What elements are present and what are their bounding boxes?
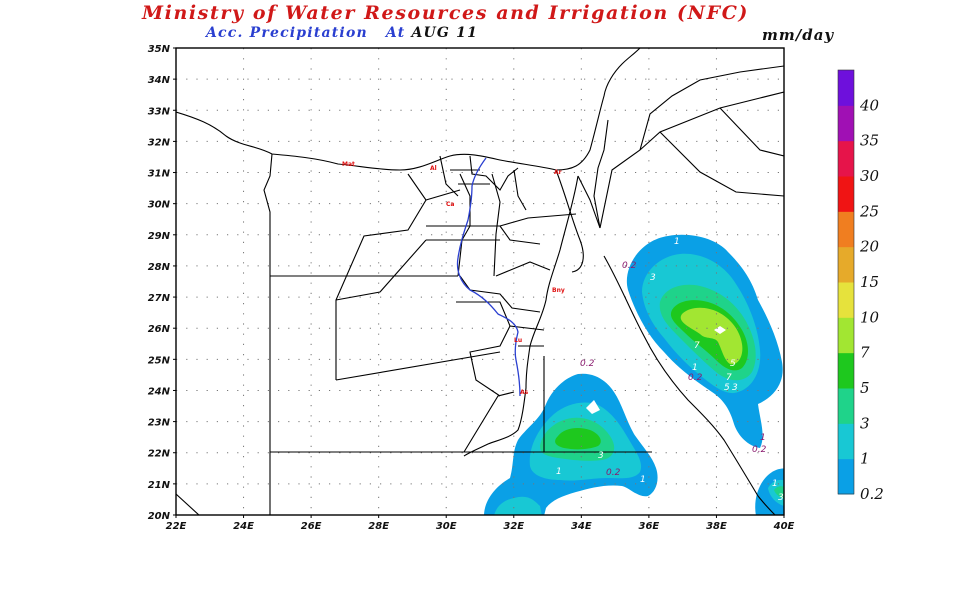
contour-label: 3 — [650, 273, 656, 283]
colorbar-swatch — [838, 388, 854, 424]
city-label: Lu — [514, 337, 522, 344]
colorbar-swatch — [838, 211, 854, 248]
contour-label: 5 — [730, 359, 736, 369]
page-title: Ministry of Water Resources and Irrigati… — [142, 2, 750, 24]
colorbar-level-label: 3 — [860, 414, 870, 432]
map-subtitle: Acc. Precipitation At AUG 11 — [206, 25, 478, 41]
contour-label: 3 — [598, 451, 604, 461]
city-markers: Mat Al Ar Ca Bny Lu As — [342, 161, 565, 396]
longitude-label: 32E — [503, 521, 524, 532]
latitude-label: 21N — [148, 480, 171, 491]
colorbar-swatch — [838, 246, 854, 283]
rain-area-3mm — [774, 486, 784, 499]
city-label: Ca — [446, 201, 454, 208]
contour-label: 0.2 — [622, 261, 637, 271]
longitude-label: 40E — [773, 521, 795, 532]
colorbar-level-label: 15 — [860, 273, 879, 291]
longitude-label: 28E — [368, 521, 389, 532]
rain-area-1mm — [494, 496, 542, 515]
latitude-labels: 35N 34N 33N 32N 31N 30N 29N 28N 27N 26N 25N 24N 23N 2… — [148, 44, 176, 522]
latitude-label: 31N — [148, 169, 171, 180]
colorbar-level-label: 20 — [859, 238, 880, 256]
colorbar-swatch — [838, 423, 854, 460]
contour-label: 1 — [640, 475, 646, 485]
latitude-label: 23N — [148, 418, 171, 429]
contour-labels: 1 3 0.2 7 5 1 0.2 7 5 3 1 0.2 0.2 3 1 0.… — [556, 237, 784, 503]
colorbar-swatch — [838, 70, 854, 106]
contour-label: 1 — [674, 237, 680, 247]
contour-label: 1 — [772, 479, 778, 489]
colorbar-level-label: 25 — [859, 202, 879, 220]
contour-label: 1 — [556, 467, 562, 477]
latitude-label: 30N — [148, 200, 171, 211]
longitude-labels: 22E 24E 26E 28E 30E 32E 34E 36E 38E 40E — [166, 515, 795, 532]
nile-river — [456, 157, 521, 397]
latitude-label: 24N — [148, 386, 171, 397]
latitude-label: 29N — [148, 231, 171, 242]
map-frame — [175, 47, 785, 516]
subtitle-at: At — [385, 25, 406, 41]
colorbar-swatch — [838, 352, 854, 389]
contour-label: 0.2 — [580, 359, 595, 369]
contour-label: 1 — [692, 363, 698, 373]
city-label: Ar — [554, 169, 562, 176]
latitude-label: 20N — [148, 511, 171, 522]
longitude-label: 22E — [166, 521, 187, 532]
subtitle-date: AUG 11 — [411, 25, 479, 41]
colorbar-swatch — [838, 458, 854, 495]
rain-area-5mm — [555, 428, 601, 450]
latitude-label: 22N — [148, 449, 171, 460]
colorbar-level-label: 0.2 — [860, 485, 884, 503]
colorbar-level-label: 5 — [860, 379, 870, 397]
rain-area-0.2mm — [739, 406, 757, 439]
contour-label: 5 — [724, 383, 730, 393]
contour-label: 3 — [732, 383, 738, 393]
latitude-label: 32N — [148, 137, 171, 148]
longitude-label: 30E — [436, 521, 457, 532]
city-label: As — [520, 389, 529, 396]
colorbar-swatch — [838, 140, 854, 177]
city-label: Al — [430, 165, 437, 172]
latitude-label: 33N — [148, 106, 171, 117]
colorbar-level-label: 1 — [860, 450, 870, 468]
contour-label: 7 — [694, 341, 700, 351]
contour-label: 7 — [726, 373, 732, 383]
units-label: mm/day — [762, 26, 835, 44]
contour-label: 0.2 — [688, 373, 703, 383]
colorbar-level-label: 10 — [860, 308, 880, 326]
contour-label: 0.2 — [606, 468, 621, 478]
contour-label: 0.2 — [752, 445, 767, 455]
rain-hole — [586, 400, 600, 414]
colorbar-swatch — [838, 282, 854, 318]
colorbar-swatch — [838, 176, 854, 212]
longitude-label: 34E — [571, 521, 592, 532]
longitude-label: 24E — [233, 521, 254, 532]
latitude-label: 34N — [148, 75, 171, 86]
colorbar-level-label: 40 — [859, 96, 880, 114]
longitude-label: 26E — [301, 521, 322, 532]
city-label: Mat — [342, 161, 355, 168]
latitude-label: 27N — [148, 293, 171, 304]
subtitle-prefix: Acc. Precipitation — [206, 25, 368, 41]
colorbar-level-label: 7 — [860, 344, 870, 362]
colorbar-swatch — [838, 105, 854, 142]
colorbar-frame — [837, 69, 855, 495]
longitude-label: 36E — [639, 521, 660, 532]
latitude-label: 28N — [148, 262, 171, 273]
latitude-label: 26N — [148, 324, 171, 335]
contour-label: 3 — [778, 493, 784, 503]
colorbar-level-label: 30 — [860, 167, 880, 185]
longitude-label: 38E — [706, 521, 727, 532]
contour-label: 1 — [760, 433, 766, 443]
city-label: Bny — [552, 287, 565, 294]
colorbar-swatch — [838, 317, 854, 354]
latitude-label: 25N — [148, 355, 171, 366]
colorbar-level-label: 35 — [860, 132, 879, 150]
rain-field — [484, 234, 784, 515]
borders — [176, 48, 784, 515]
rain-area-7mm — [680, 307, 743, 365]
latitude-label: 35N — [148, 44, 171, 55]
